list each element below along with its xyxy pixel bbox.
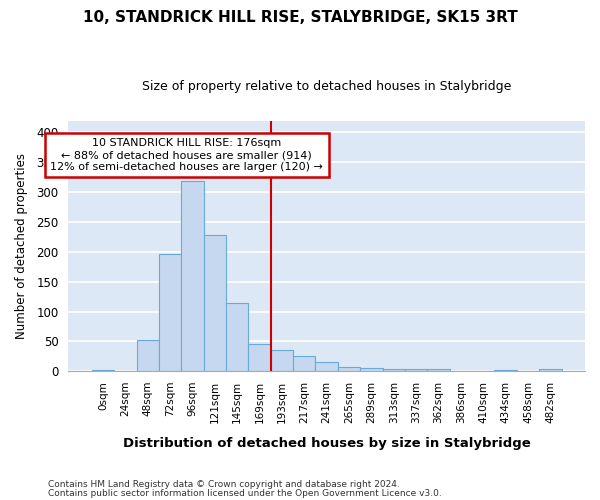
Text: Contains public sector information licensed under the Open Government Licence v3: Contains public sector information licen… [48,488,442,498]
Bar [137,340,159,372]
Bar [159,254,181,372]
Bar [405,370,427,372]
Text: 10 STANDRICK HILL RISE: 176sqm
← 88% of detached houses are smaller (914)
12% of: 10 STANDRICK HILL RISE: 176sqm ← 88% of … [50,138,323,172]
Bar [248,344,271,372]
Bar [316,362,338,372]
Bar [226,303,248,372]
Bar [427,370,449,372]
X-axis label: Distribution of detached houses by size in Stalybridge: Distribution of detached houses by size … [123,437,530,450]
Bar [494,370,517,372]
Y-axis label: Number of detached properties: Number of detached properties [15,153,28,339]
Bar [92,370,114,372]
Title: Size of property relative to detached houses in Stalybridge: Size of property relative to detached ho… [142,80,511,93]
Text: 10, STANDRICK HILL RISE, STALYBRIDGE, SK15 3RT: 10, STANDRICK HILL RISE, STALYBRIDGE, SK… [83,10,517,25]
Bar [203,235,226,372]
Text: Contains HM Land Registry data © Crown copyright and database right 2024.: Contains HM Land Registry data © Crown c… [48,480,400,489]
Bar [383,369,405,372]
Bar [181,181,203,372]
Bar [539,370,562,372]
Bar [338,367,360,372]
Bar [271,350,293,372]
Bar [293,356,316,372]
Bar [360,368,383,372]
